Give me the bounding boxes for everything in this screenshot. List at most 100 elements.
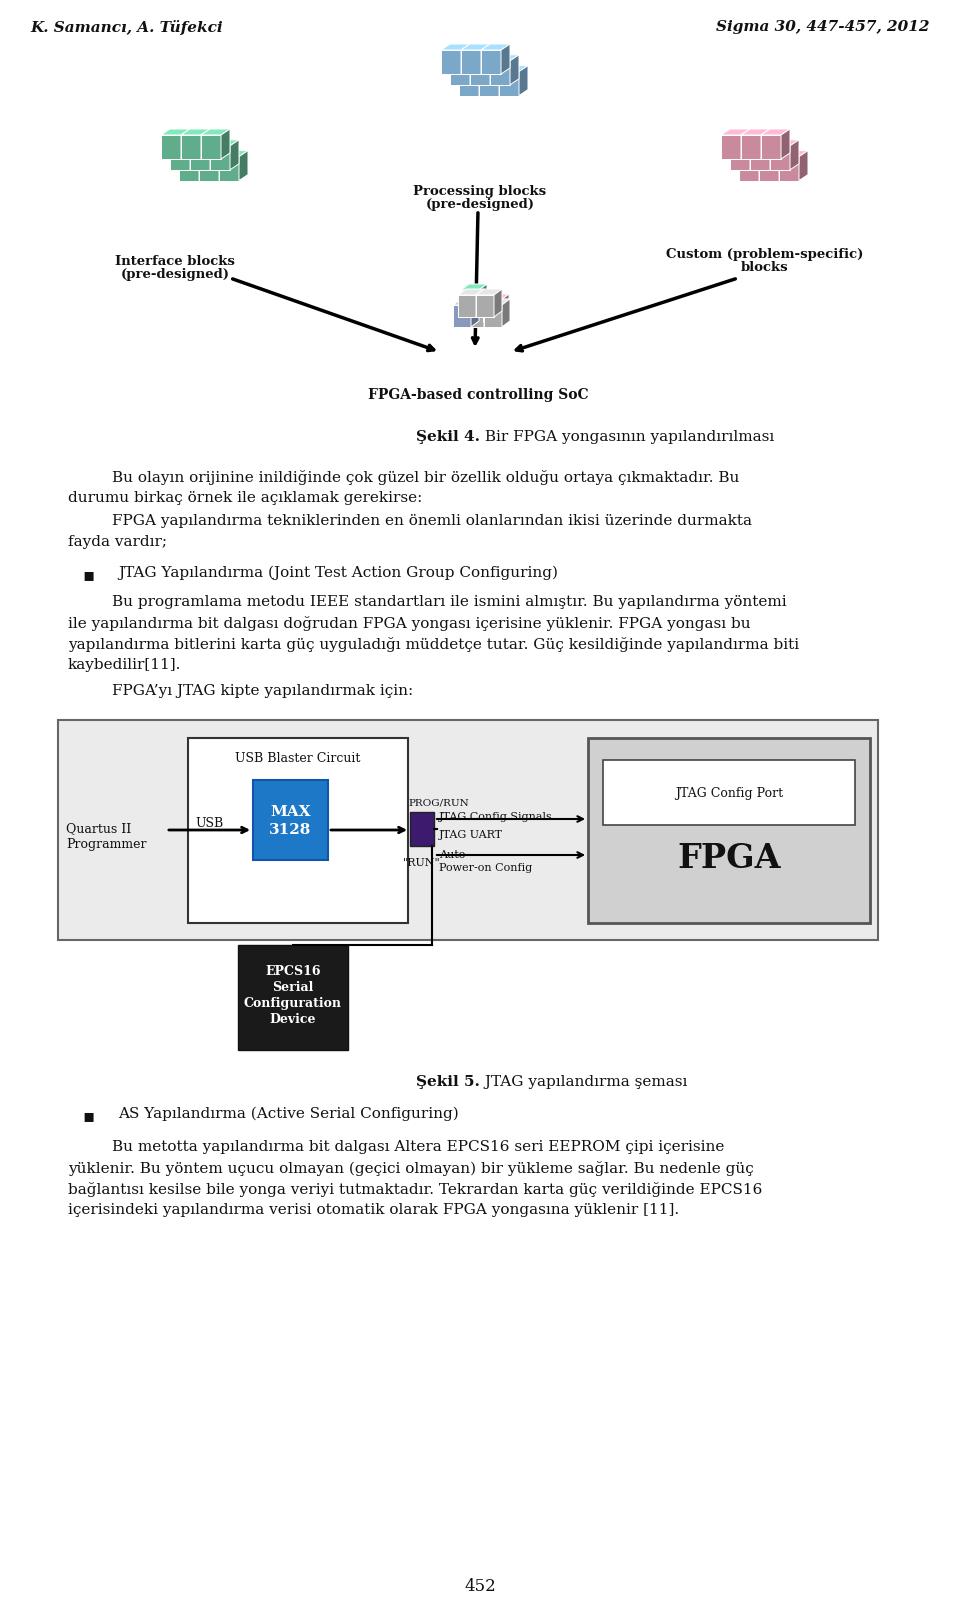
Text: Şekil 4.: Şekil 4.	[416, 430, 480, 444]
Polygon shape	[461, 50, 481, 74]
Polygon shape	[190, 139, 219, 146]
Bar	[58, 720, 878, 939]
Text: 452: 452	[464, 1577, 496, 1595]
Text: Configuration: Configuration	[244, 997, 342, 1010]
Polygon shape	[476, 289, 502, 295]
Polygon shape	[501, 293, 509, 322]
Bar	[410, 813, 434, 846]
Polygon shape	[221, 128, 230, 159]
Polygon shape	[490, 55, 519, 61]
Polygon shape	[459, 72, 479, 96]
Polygon shape	[441, 50, 461, 74]
Text: JTAG UART: JTAG UART	[439, 830, 503, 840]
Polygon shape	[499, 72, 519, 96]
Polygon shape	[494, 289, 502, 317]
Polygon shape	[461, 290, 479, 313]
Polygon shape	[730, 139, 759, 146]
Polygon shape	[479, 72, 499, 96]
Polygon shape	[470, 55, 479, 85]
Polygon shape	[484, 298, 492, 327]
Polygon shape	[179, 151, 208, 157]
Polygon shape	[484, 298, 510, 305]
Text: PROG/RUN: PROG/RUN	[408, 798, 468, 808]
Polygon shape	[483, 300, 501, 322]
Text: MAX: MAX	[270, 805, 311, 819]
Text: FPGA’yı JTAG kipte yapılandırmak için:: FPGA’yı JTAG kipte yapılandırmak için:	[112, 684, 413, 697]
Text: içerisindeki yapılandırma verisi otomatik olarak FPGA yongasına yüklenir [11].: içerisindeki yapılandırma verisi otomati…	[68, 1202, 679, 1217]
Polygon shape	[761, 128, 770, 159]
Text: USB: USB	[196, 818, 224, 830]
Polygon shape	[201, 128, 230, 135]
Polygon shape	[450, 55, 479, 61]
Text: durumu birkaç örnek ile açıklamak gerekirse:: durumu birkaç örnek ile açıklamak gereki…	[68, 491, 422, 505]
Polygon shape	[161, 128, 190, 135]
Text: (pre-designed): (pre-designed)	[121, 268, 229, 281]
Text: ▪: ▪	[82, 566, 94, 583]
Text: "RUN": "RUN"	[403, 858, 441, 867]
Text: yapılandırma bitlerini karta güç uyguladığı müddetçe tutar. Güç kesildiğinde yap: yapılandırma bitlerini karta güç uygulad…	[68, 636, 799, 652]
Polygon shape	[750, 139, 779, 146]
Polygon shape	[479, 66, 508, 72]
Text: Custom (problem-specific): Custom (problem-specific)	[666, 248, 864, 261]
Polygon shape	[210, 139, 219, 170]
Polygon shape	[510, 55, 519, 85]
Text: EPCS16: EPCS16	[265, 965, 321, 978]
Text: (pre-designed): (pre-designed)	[425, 199, 535, 212]
Bar	[253, 781, 328, 859]
Polygon shape	[230, 139, 239, 170]
Polygon shape	[741, 128, 770, 135]
Polygon shape	[219, 151, 228, 181]
Text: JTAG Config Signals: JTAG Config Signals	[439, 813, 553, 822]
Polygon shape	[239, 151, 248, 181]
Polygon shape	[781, 128, 790, 159]
Text: Auto: Auto	[439, 850, 466, 859]
Polygon shape	[730, 146, 750, 170]
Text: yüklenir. Bu yöntem uçucu olmayan (geçici olmayan) bir yükleme sağlar. Bu nedenl: yüklenir. Bu yöntem uçucu olmayan (geçic…	[68, 1161, 754, 1177]
Bar	[238, 946, 348, 1050]
Polygon shape	[481, 43, 490, 74]
Bar	[603, 760, 855, 826]
Polygon shape	[750, 139, 759, 170]
Polygon shape	[199, 151, 208, 181]
Text: ▪: ▪	[82, 1108, 94, 1125]
Polygon shape	[481, 43, 510, 50]
Text: K. Samancı, A. Tüfekci: K. Samancı, A. Tüfekci	[30, 19, 223, 35]
Text: fayda vardır;: fayda vardır;	[68, 535, 167, 548]
Text: Bu olayın orijinine inildiğinde çok güzel bir özellik olduğu ortaya çıkmaktadır.: Bu olayın orijinine inildiğinde çok güze…	[112, 470, 739, 486]
Polygon shape	[161, 135, 181, 159]
Polygon shape	[470, 61, 490, 85]
Text: AS Yapılandırma (Active Serial Configuring): AS Yapılandırma (Active Serial Configuri…	[118, 1108, 459, 1122]
Polygon shape	[739, 151, 768, 157]
Polygon shape	[739, 157, 759, 181]
Polygon shape	[761, 135, 781, 159]
Polygon shape	[459, 66, 488, 72]
Text: Sigma 30, 447-457, 2012: Sigma 30, 447-457, 2012	[716, 19, 930, 34]
Polygon shape	[219, 157, 239, 181]
Polygon shape	[490, 55, 499, 85]
Text: Şekil 5.: Şekil 5.	[416, 1076, 480, 1088]
Polygon shape	[519, 66, 528, 96]
Text: Programmer: Programmer	[66, 838, 147, 851]
Polygon shape	[199, 157, 219, 181]
Polygon shape	[466, 298, 492, 305]
Polygon shape	[483, 293, 509, 300]
Text: JTAG Config Port: JTAG Config Port	[675, 787, 783, 800]
Text: Interface blocks: Interface blocks	[115, 255, 235, 268]
Polygon shape	[770, 139, 779, 170]
Polygon shape	[741, 128, 750, 159]
Polygon shape	[476, 295, 494, 317]
Text: FPGA-based controlling SoC: FPGA-based controlling SoC	[368, 388, 588, 402]
Bar	[188, 737, 408, 923]
Polygon shape	[799, 151, 808, 181]
Polygon shape	[759, 151, 768, 181]
Polygon shape	[450, 61, 470, 85]
Polygon shape	[210, 146, 230, 170]
Polygon shape	[461, 284, 487, 290]
Text: Quartus II: Quartus II	[66, 822, 132, 835]
Text: USB Blaster Circuit: USB Blaster Circuit	[235, 752, 361, 765]
Polygon shape	[779, 151, 808, 157]
Polygon shape	[770, 146, 790, 170]
Polygon shape	[190, 146, 210, 170]
Polygon shape	[476, 289, 484, 317]
Polygon shape	[461, 43, 470, 74]
